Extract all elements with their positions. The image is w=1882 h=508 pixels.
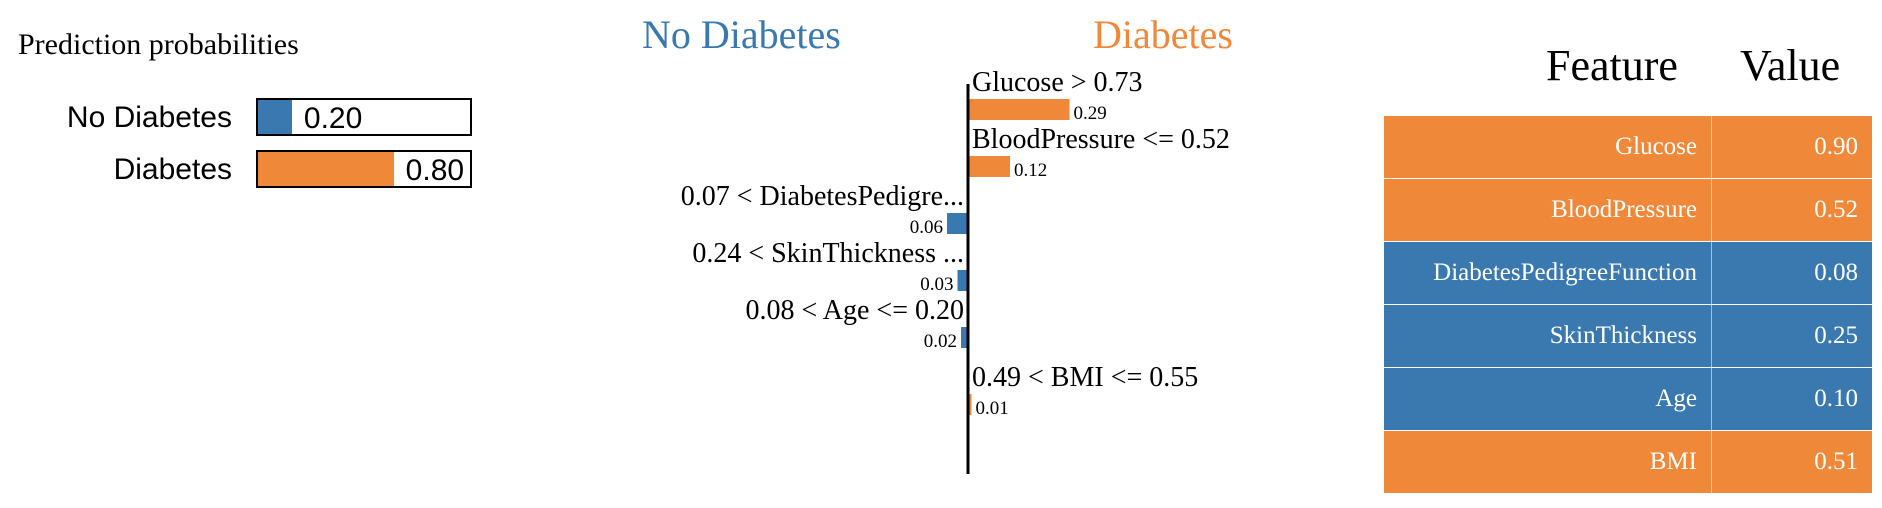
weight-value-label: 0.29 [1074, 103, 1107, 124]
weight-value-label: 0.03 [920, 274, 953, 295]
weight-bar-diabetespedigre [947, 213, 968, 234]
table-row: SkinThickness 0.25 [1384, 305, 1872, 368]
table-row: Age 0.10 [1384, 368, 1872, 431]
class-label-diabetes: Diabetes [1093, 12, 1233, 57]
class-label-no-diabetes: No Diabetes [642, 12, 841, 57]
probability-bar-diabetes [258, 152, 394, 186]
probability-bar-frame [256, 98, 472, 136]
weight-value-label: 0.06 [910, 217, 943, 238]
weight-value-label: 0.12 [1014, 160, 1047, 181]
feature-value-table: Feature Value Glucose 0.90 BloodPressure 0.… [1384, 40, 1872, 494]
table-row: BloodPressure 0.52 [1384, 179, 1872, 242]
table-row: DiabetesPedigreeFunction 0.08 [1384, 242, 1872, 305]
probability-value-no-diabetes: 0.20 [303, 102, 363, 135]
condition-label: 0.49 < BMI <= 0.55 [972, 362, 1198, 393]
weight-bar-glucose [968, 99, 1070, 120]
prediction-probabilities-panel: Prediction probabilities No Diabetes 0.2… [0, 0, 560, 508]
condition-label: 0.24 < SkinThickness ... [692, 238, 964, 269]
condition-label: Glucose > 0.73 [972, 67, 1143, 98]
table-body: Glucose 0.90 BloodPressure 0.52 DiabetesPedi… [1384, 116, 1872, 494]
table-row: Glucose 0.90 [1384, 116, 1872, 179]
weight-bar-bmi [968, 394, 972, 415]
weight-value-label: 0.02 [924, 331, 957, 352]
feature-name-cell: Age [1384, 368, 1712, 430]
feature-name-cell: BMI [1384, 431, 1712, 493]
probability-bar-frame [256, 150, 472, 188]
weight-bar-age [961, 327, 968, 348]
feature-value-cell: 0.25 [1712, 305, 1872, 367]
table-row: BMI 0.51 [1384, 431, 1872, 494]
feature-name-cell: DiabetesPedigreeFunction [1384, 242, 1712, 304]
table-header: Feature Value [1384, 40, 1872, 116]
weight-bar-skinthickness [957, 270, 968, 291]
probability-row-diabetes: Diabetes 0.80 [0, 150, 560, 192]
feature-value-cell: 0.90 [1712, 116, 1872, 178]
condition-label: 0.07 < DiabetesPedigre... [681, 181, 964, 212]
probability-bar-no-diabetes [258, 100, 292, 134]
feature-value-cell: 0.10 [1712, 368, 1872, 430]
column-header-feature: Feature [1546, 41, 1678, 90]
feature-value-cell: 0.51 [1712, 431, 1872, 493]
probability-value-diabetes: 0.80 [405, 154, 465, 187]
feature-value-cell: 0.08 [1712, 242, 1872, 304]
feature-weights-chart: No Diabetes Diabetes Glucose > 0.73 0.29Blo… [642, 12, 1233, 474]
condition-label: 0.08 < Age <= 0.20 [746, 295, 964, 326]
weight-bar-bloodpressure [968, 156, 1010, 177]
column-header-value: Value [1740, 41, 1841, 90]
weight-value-label: 0.01 [976, 398, 1009, 419]
probability-label-no-diabetes: No Diabetes [66, 101, 232, 134]
feature-name-cell: SkinThickness [1384, 305, 1712, 367]
probability-label-diabetes: Diabetes [113, 153, 232, 186]
prediction-probabilities-title: Prediction probabilities [18, 28, 299, 61]
feature-value-cell: 0.52 [1712, 179, 1872, 241]
probability-row-no-diabetes: No Diabetes 0.20 [0, 98, 560, 140]
condition-label: BloodPressure <= 0.52 [972, 124, 1230, 155]
feature-name-cell: BloodPressure [1384, 179, 1712, 241]
feature-name-cell: Glucose [1384, 116, 1712, 178]
